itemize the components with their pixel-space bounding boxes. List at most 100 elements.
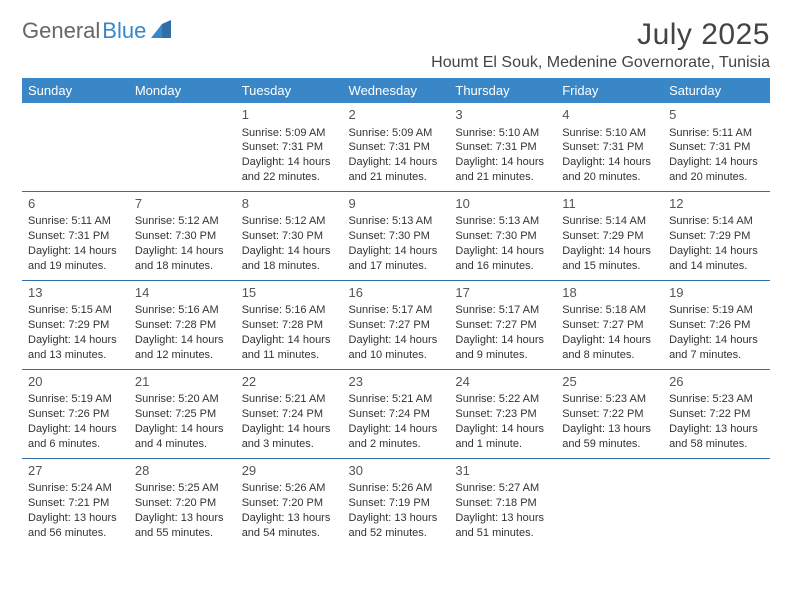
sunset-line: Sunset: 7:28 PM xyxy=(242,318,337,333)
day-number: 13 xyxy=(28,284,123,302)
daylight-line: Daylight: 14 hours and 15 minutes. xyxy=(562,244,657,274)
calendar-cell xyxy=(129,103,236,191)
daylight-line: Daylight: 13 hours and 51 minutes. xyxy=(455,511,550,541)
day-number: 16 xyxy=(349,284,444,302)
day-number: 7 xyxy=(135,195,230,213)
sunrise-line: Sunrise: 5:17 AM xyxy=(349,303,444,318)
calendar-cell: 3Sunrise: 5:10 AMSunset: 7:31 PMDaylight… xyxy=(449,103,556,191)
title-block: July 2025 Houmt El Souk, Medenine Govern… xyxy=(431,18,770,72)
calendar-week: 1Sunrise: 5:09 AMSunset: 7:31 PMDaylight… xyxy=(22,103,770,191)
day-number: 24 xyxy=(455,373,550,391)
day-number: 29 xyxy=(242,462,337,480)
day-header: Monday xyxy=(129,78,236,103)
day-header: Wednesday xyxy=(343,78,450,103)
sunset-line: Sunset: 7:31 PM xyxy=(669,140,764,155)
day-number: 31 xyxy=(455,462,550,480)
sunset-line: Sunset: 7:20 PM xyxy=(242,496,337,511)
daylight-line: Daylight: 14 hours and 8 minutes. xyxy=(562,333,657,363)
sunrise-line: Sunrise: 5:21 AM xyxy=(242,392,337,407)
logo-text-general: General xyxy=(22,18,100,44)
calendar-week: 6Sunrise: 5:11 AMSunset: 7:31 PMDaylight… xyxy=(22,191,770,280)
daylight-line: Daylight: 14 hours and 18 minutes. xyxy=(135,244,230,274)
sunrise-line: Sunrise: 5:09 AM xyxy=(242,126,337,141)
calendar-cell: 21Sunrise: 5:20 AMSunset: 7:25 PMDayligh… xyxy=(129,369,236,458)
sunrise-line: Sunrise: 5:14 AM xyxy=(669,214,764,229)
location-text: Houmt El Souk, Medenine Governorate, Tun… xyxy=(431,54,770,72)
calendar-cell: 1Sunrise: 5:09 AMSunset: 7:31 PMDaylight… xyxy=(236,103,343,191)
sunset-line: Sunset: 7:31 PM xyxy=(455,140,550,155)
month-title: July 2025 xyxy=(431,18,770,52)
sunrise-line: Sunrise: 5:16 AM xyxy=(135,303,230,318)
day-number: 30 xyxy=(349,462,444,480)
calendar-cell: 20Sunrise: 5:19 AMSunset: 7:26 PMDayligh… xyxy=(22,369,129,458)
daylight-line: Daylight: 14 hours and 20 minutes. xyxy=(669,155,764,185)
day-number: 4 xyxy=(562,106,657,124)
daylight-line: Daylight: 14 hours and 4 minutes. xyxy=(135,422,230,452)
sunrise-line: Sunrise: 5:22 AM xyxy=(455,392,550,407)
day-number: 6 xyxy=(28,195,123,213)
calendar-cell: 29Sunrise: 5:26 AMSunset: 7:20 PMDayligh… xyxy=(236,458,343,546)
sunrise-line: Sunrise: 5:13 AM xyxy=(455,214,550,229)
daylight-line: Daylight: 14 hours and 20 minutes. xyxy=(562,155,657,185)
sunrise-line: Sunrise: 5:17 AM xyxy=(455,303,550,318)
daylight-line: Daylight: 14 hours and 14 minutes. xyxy=(669,244,764,274)
sunset-line: Sunset: 7:19 PM xyxy=(349,496,444,511)
daylight-line: Daylight: 14 hours and 11 minutes. xyxy=(242,333,337,363)
daylight-line: Daylight: 13 hours and 55 minutes. xyxy=(135,511,230,541)
sunrise-line: Sunrise: 5:27 AM xyxy=(455,481,550,496)
logo-text-blue: Blue xyxy=(102,18,146,44)
day-number: 12 xyxy=(669,195,764,213)
calendar-cell: 5Sunrise: 5:11 AMSunset: 7:31 PMDaylight… xyxy=(663,103,770,191)
sunrise-line: Sunrise: 5:23 AM xyxy=(669,392,764,407)
day-number: 22 xyxy=(242,373,337,391)
sunrise-line: Sunrise: 5:10 AM xyxy=(562,126,657,141)
sunrise-line: Sunrise: 5:14 AM xyxy=(562,214,657,229)
sunrise-line: Sunrise: 5:11 AM xyxy=(28,214,123,229)
day-number: 2 xyxy=(349,106,444,124)
calendar-cell: 8Sunrise: 5:12 AMSunset: 7:30 PMDaylight… xyxy=(236,191,343,280)
sunset-line: Sunset: 7:31 PM xyxy=(242,140,337,155)
sunset-line: Sunset: 7:25 PM xyxy=(135,407,230,422)
calendar-cell: 28Sunrise: 5:25 AMSunset: 7:20 PMDayligh… xyxy=(129,458,236,546)
sunset-line: Sunset: 7:27 PM xyxy=(349,318,444,333)
calendar-cell: 23Sunrise: 5:21 AMSunset: 7:24 PMDayligh… xyxy=(343,369,450,458)
day-number: 19 xyxy=(669,284,764,302)
calendar-cell: 31Sunrise: 5:27 AMSunset: 7:18 PMDayligh… xyxy=(449,458,556,546)
sunrise-line: Sunrise: 5:26 AM xyxy=(242,481,337,496)
sunset-line: Sunset: 7:30 PM xyxy=(135,229,230,244)
sunset-line: Sunset: 7:27 PM xyxy=(455,318,550,333)
calendar-cell: 7Sunrise: 5:12 AMSunset: 7:30 PMDaylight… xyxy=(129,191,236,280)
daylight-line: Daylight: 14 hours and 17 minutes. xyxy=(349,244,444,274)
calendar-cell: 14Sunrise: 5:16 AMSunset: 7:28 PMDayligh… xyxy=(129,280,236,369)
calendar-cell xyxy=(22,103,129,191)
daylight-line: Daylight: 14 hours and 22 minutes. xyxy=(242,155,337,185)
sunrise-line: Sunrise: 5:16 AM xyxy=(242,303,337,318)
daylight-line: Daylight: 14 hours and 6 minutes. xyxy=(28,422,123,452)
day-number: 21 xyxy=(135,373,230,391)
day-number: 17 xyxy=(455,284,550,302)
sunset-line: Sunset: 7:22 PM xyxy=(669,407,764,422)
day-number: 3 xyxy=(455,106,550,124)
day-number: 8 xyxy=(242,195,337,213)
calendar-week: 20Sunrise: 5:19 AMSunset: 7:26 PMDayligh… xyxy=(22,369,770,458)
sunset-line: Sunset: 7:21 PM xyxy=(28,496,123,511)
daylight-line: Daylight: 13 hours and 58 minutes. xyxy=(669,422,764,452)
day-number: 14 xyxy=(135,284,230,302)
header: GeneralBlue July 2025 Houmt El Souk, Med… xyxy=(22,18,770,72)
calendar-cell: 12Sunrise: 5:14 AMSunset: 7:29 PMDayligh… xyxy=(663,191,770,280)
calendar-cell: 10Sunrise: 5:13 AMSunset: 7:30 PMDayligh… xyxy=(449,191,556,280)
calendar-cell: 18Sunrise: 5:18 AMSunset: 7:27 PMDayligh… xyxy=(556,280,663,369)
sunset-line: Sunset: 7:23 PM xyxy=(455,407,550,422)
day-number: 18 xyxy=(562,284,657,302)
calendar-week: 13Sunrise: 5:15 AMSunset: 7:29 PMDayligh… xyxy=(22,280,770,369)
calendar-body: 1Sunrise: 5:09 AMSunset: 7:31 PMDaylight… xyxy=(22,103,770,547)
day-header: Thursday xyxy=(449,78,556,103)
sunrise-line: Sunrise: 5:24 AM xyxy=(28,481,123,496)
calendar-cell: 30Sunrise: 5:26 AMSunset: 7:19 PMDayligh… xyxy=(343,458,450,546)
sunset-line: Sunset: 7:26 PM xyxy=(28,407,123,422)
daylight-line: Daylight: 14 hours and 21 minutes. xyxy=(349,155,444,185)
sunset-line: Sunset: 7:26 PM xyxy=(669,318,764,333)
day-number: 9 xyxy=(349,195,444,213)
daylight-line: Daylight: 14 hours and 19 minutes. xyxy=(28,244,123,274)
daylight-line: Daylight: 14 hours and 9 minutes. xyxy=(455,333,550,363)
